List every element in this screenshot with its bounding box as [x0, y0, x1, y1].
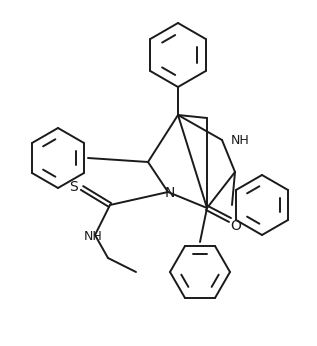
Text: S: S: [68, 180, 77, 194]
Text: NH: NH: [84, 229, 102, 243]
Text: O: O: [230, 219, 242, 233]
Text: N: N: [165, 186, 175, 200]
Text: NH: NH: [231, 134, 250, 146]
